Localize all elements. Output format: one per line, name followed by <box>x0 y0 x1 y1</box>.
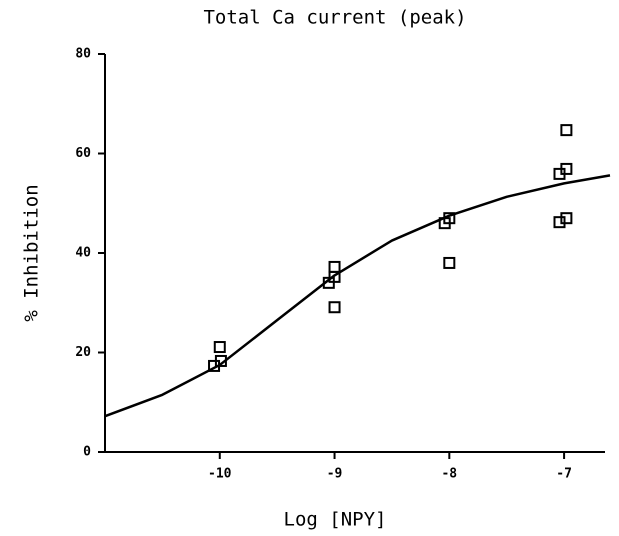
x-tick-label: -9 <box>327 467 343 482</box>
x-tick-label: -8 <box>441 467 457 482</box>
y-tick-label: 0 <box>83 445 91 460</box>
y-tick-label: 60 <box>75 146 91 161</box>
data-point <box>328 260 341 273</box>
x-tick-label: -7 <box>556 467 572 482</box>
data-point <box>560 162 573 175</box>
y-tick-label: 20 <box>75 345 91 360</box>
y-tick-label: 40 <box>75 246 91 261</box>
data-point <box>560 212 573 225</box>
fit-curve <box>104 174 611 418</box>
x-tick-label: -10 <box>208 467 232 482</box>
y-axis-label: % Inhibition <box>21 184 43 321</box>
data-point <box>213 341 226 354</box>
data-point <box>553 216 566 229</box>
data-point <box>443 256 456 269</box>
data-point <box>328 301 341 314</box>
data-point <box>560 124 573 137</box>
chart-title: Total Ca current (peak) <box>203 7 466 29</box>
x-axis-label: Log [NPY] <box>284 509 387 531</box>
y-tick-label: 80 <box>75 47 91 62</box>
